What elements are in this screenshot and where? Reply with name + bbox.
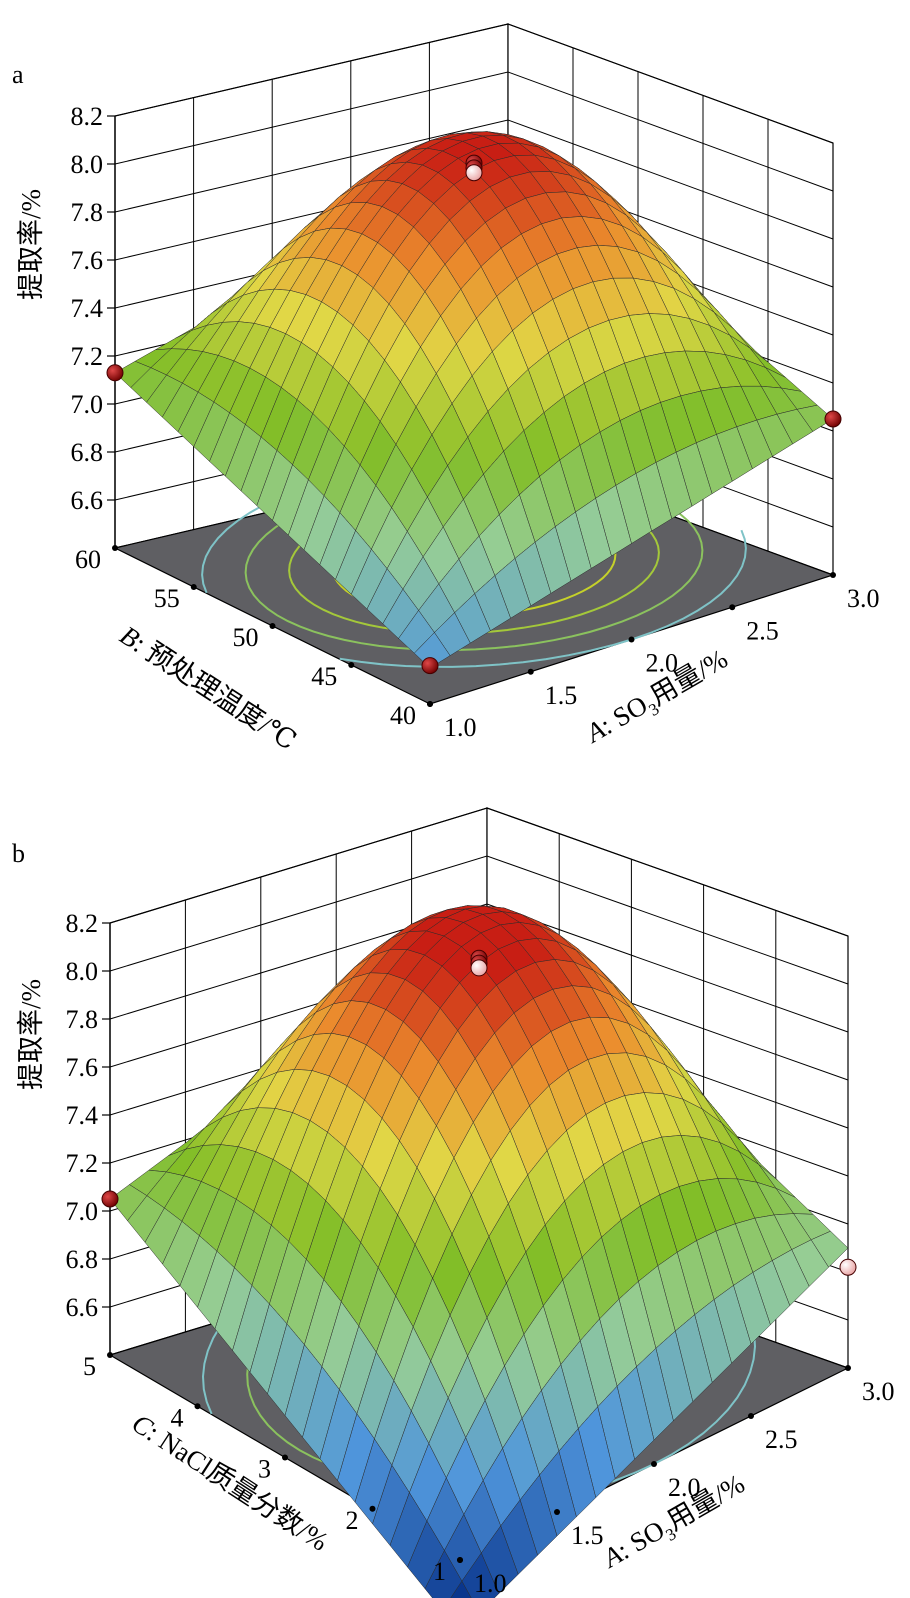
- panel-a-z-tick-label: 7.8: [71, 198, 104, 227]
- panel-b-z-tick-label: 7.8: [66, 1005, 99, 1034]
- panel-a-surface-cell: [413, 632, 451, 669]
- panel-a-design-point-6: [421, 657, 439, 675]
- panel-b-y-tick: [369, 1505, 376, 1512]
- panel-a: a 6.6 6.8 7.0 7.2 7.4 7.6 7.8 8.0 8.2 1.0 1.5 2.0 2.…: [12, 23, 880, 756]
- panel-b-design-point-4: [101, 1190, 119, 1208]
- panel-b-z-tick-label: 6.8: [66, 1245, 99, 1274]
- panel-a-x-tick-label: 3.0: [847, 584, 880, 613]
- panel-a-surface: [114, 131, 834, 669]
- panel-b-y-tick: [457, 1557, 463, 1563]
- panel-b-y-tick: [282, 1454, 288, 1461]
- panel-b-design-points: [101, 949, 857, 1276]
- panel-a-y-tick: [269, 623, 276, 629]
- panel-b-x-tick-label: 1.0: [474, 1569, 507, 1598]
- panel-a-z-tick-label: 8.0: [71, 150, 104, 179]
- panel-a-ticks: 6.6 6.8 7.0 7.2 7.4 7.6 7.8 8.0 8.2 1.0 1.5 2.0 2.5 3…: [71, 102, 880, 742]
- panel-a-z-tick-label: 7.2: [71, 342, 104, 371]
- panel-b-design-point-3: [470, 959, 488, 977]
- panel-b-x-tick-label: 2.5: [765, 1425, 798, 1454]
- panel-a-y-tick: [348, 662, 355, 668]
- panel-a-design-points: [106, 154, 842, 675]
- panel-a-x-tick-label: 2.0: [646, 649, 679, 678]
- panel-a-z-tick-label: 6.6: [71, 486, 104, 515]
- panel-a-z-tick-label: 7.0: [71, 390, 104, 419]
- panel-b-z-gridline: [109, 807, 849, 937]
- panel-b-x-tick-label: 1.5: [571, 1521, 604, 1550]
- panel-b-z-tick-label: 6.6: [66, 1293, 99, 1322]
- panel-a-y-tick-label: 45: [311, 662, 337, 691]
- panel-a-z-gridline: [114, 23, 834, 144]
- panel-a-x-tick-label: 1.5: [545, 681, 578, 710]
- panel-a-z-axis-label: 提取率/%: [16, 189, 46, 300]
- panel-b-design-point-5: [839, 1258, 857, 1276]
- panel-b-surface: [109, 905, 849, 1598]
- panel-a-z-gridline: [114, 71, 834, 192]
- panel-a-y-axis-label: B: 预处理温度/℃: [115, 620, 302, 756]
- panel-b-y-tick-label: 4: [171, 1403, 184, 1432]
- panel-a-z-tick-label: 7.6: [71, 246, 104, 275]
- panel-a-y-tick-label: 55: [154, 584, 180, 613]
- panel-b-y-tick-label: 2: [346, 1506, 359, 1535]
- panel-b-x-tick: [845, 1365, 851, 1371]
- panel-b-surface-cell: [450, 1580, 472, 1598]
- panel-a-z-tick-label: 7.4: [71, 294, 104, 323]
- panel-a-x-tick: [830, 572, 836, 578]
- panel-b-x-tick: [748, 1413, 754, 1419]
- panel-a-y-tick: [427, 701, 433, 707]
- panel-b-z-axis-label: 提取率/%: [16, 979, 46, 1090]
- panel-b-x-tick: [554, 1509, 560, 1515]
- panel-b-z-tick-label: 7.0: [66, 1197, 99, 1226]
- panel-a-y-tick-label: 60: [75, 545, 101, 574]
- panel-a-z-tick-label: 6.8: [71, 438, 104, 467]
- panel-a-design-point-4: [824, 410, 842, 428]
- panel-b-z-tick-label: 7.4: [66, 1101, 99, 1130]
- panel-b-y-tick: [194, 1403, 201, 1410]
- panel-b-z-tick-label: 7.2: [66, 1149, 99, 1178]
- panel-b-z-tick-label: 8.2: [66, 909, 99, 938]
- panel-a-y-tick: [190, 584, 197, 590]
- panel-a-z-gridline: [114, 119, 834, 240]
- panel-b-z-gridline: [109, 903, 849, 1033]
- panel-a-x-tick-label: 1.0: [444, 713, 477, 742]
- panel-a-x-tick: [729, 604, 736, 611]
- panel-b-y-tick-label: 3: [258, 1455, 271, 1484]
- panel-b-letter: b: [12, 839, 25, 868]
- panel-a-x-tick: [628, 636, 635, 643]
- panel-a-y-tick-label: 40: [390, 701, 416, 730]
- panel-b-x-tick-label: 3.0: [862, 1377, 895, 1406]
- panel-b-z-tick-label: 8.0: [66, 957, 99, 986]
- panel-a-x-tick: [527, 668, 534, 675]
- panel-a-y-tick: [112, 545, 118, 551]
- panel-a-design-point-5: [106, 364, 124, 382]
- panel-b: b 6.6 6.8 7.0 7.2 7.4 7.6 7.8 8.0 8.2 1.0 1.5 2.0 2.…: [12, 807, 895, 1598]
- panel-b-y-tick: [107, 1352, 113, 1358]
- panel-b-y-tick-label: 1: [433, 1557, 446, 1586]
- panel-a-x-tick-label: 2.5: [746, 616, 779, 645]
- panel-a-y-tick-label: 50: [233, 623, 259, 652]
- panel-b-z-tick-label: 7.6: [66, 1053, 99, 1082]
- panel-b-x-tick: [651, 1461, 657, 1467]
- panel-a-z-tick-label: 8.2: [71, 102, 104, 131]
- panel-a-letter: a: [12, 60, 24, 89]
- panel-b-ticks: 6.6 6.8 7.0 7.2 7.4 7.6 7.8 8.0 8.2 1.0 1.5 2.0 2.5 3…: [66, 909, 895, 1598]
- panel-b-x-tick-label: 2.0: [668, 1473, 701, 1502]
- panel-b-y-tick-label: 5: [83, 1352, 96, 1381]
- panel-b-z-gridline: [109, 855, 849, 985]
- panel-a-design-point-3: [465, 164, 483, 182]
